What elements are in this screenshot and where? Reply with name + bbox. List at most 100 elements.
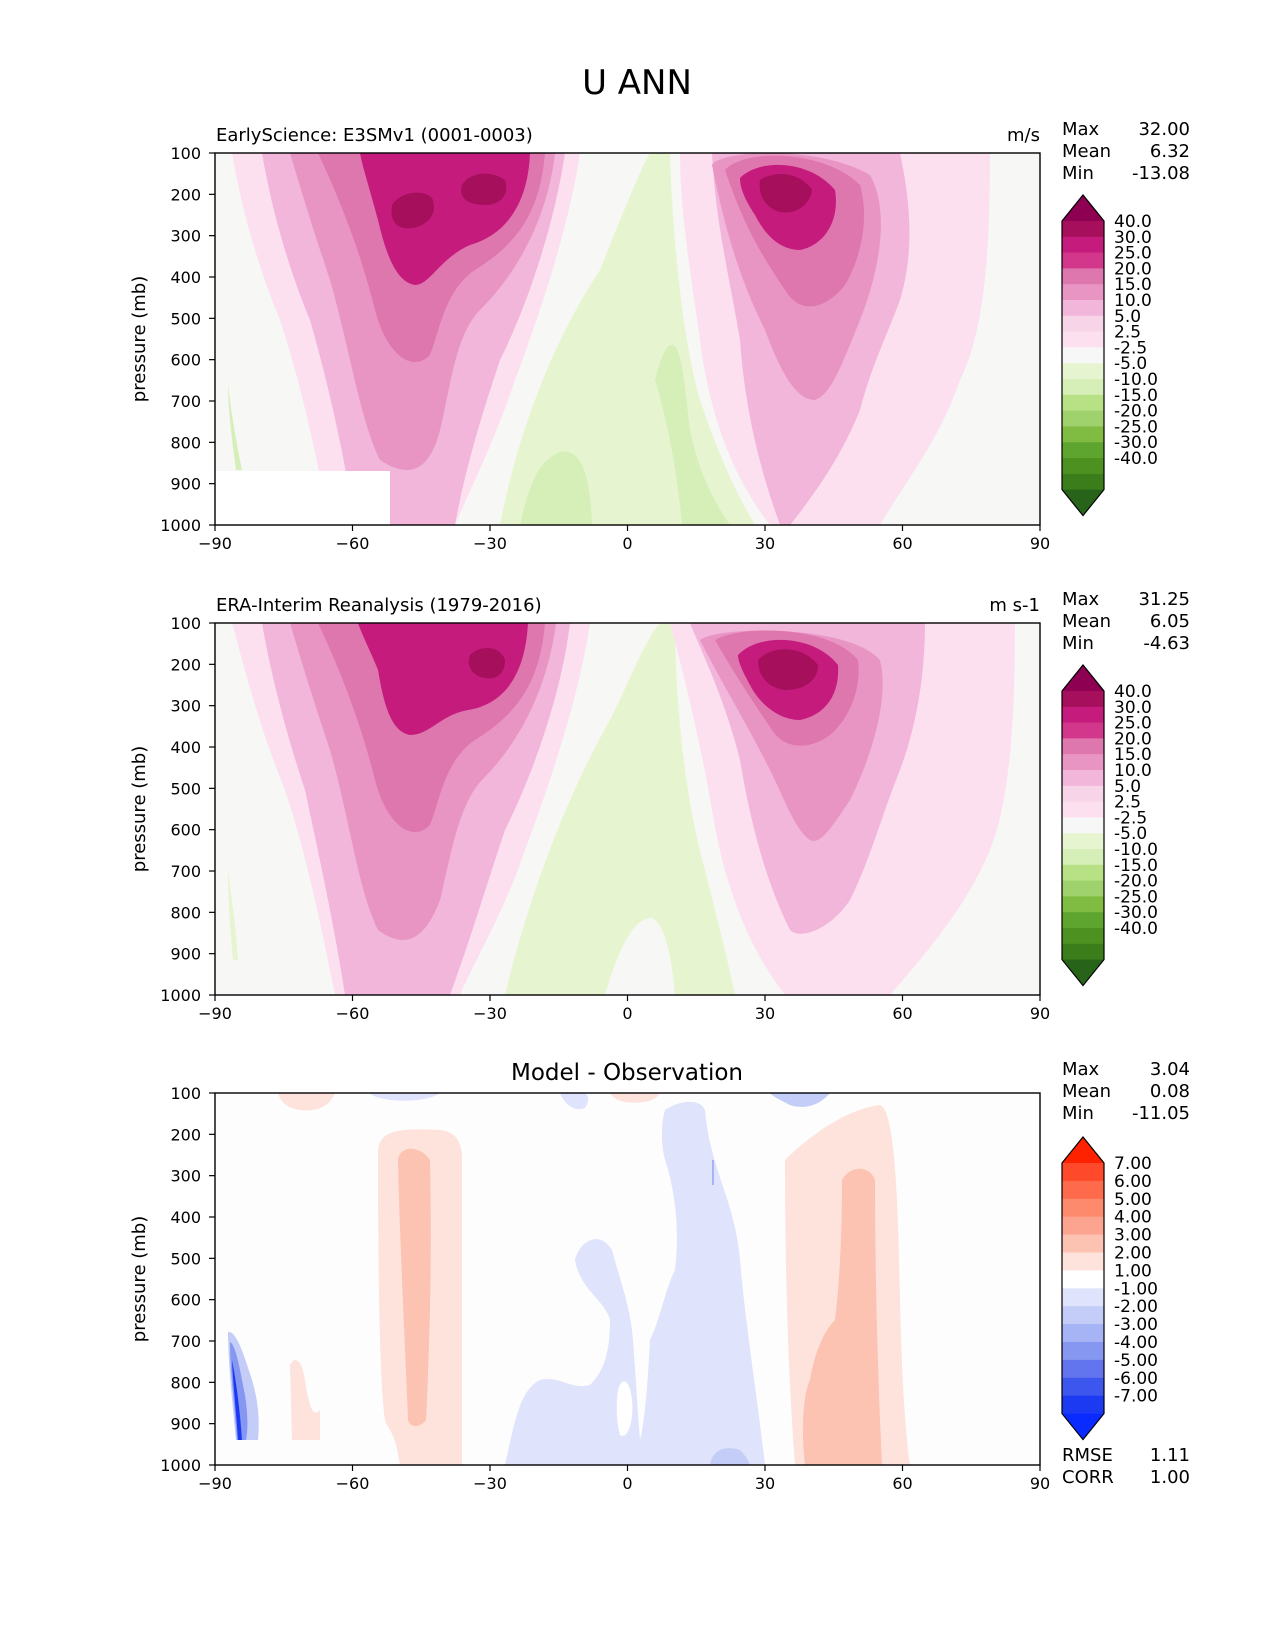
contour-north-30 <box>759 174 812 213</box>
stats-block: Max 32.00 Mean 6.32 Min -13.08 <box>1062 119 1190 184</box>
x-tick-label: −30 <box>473 534 507 553</box>
figure-title: U ANN <box>582 63 692 103</box>
y-tick-labels: 100 200 300 400 500 600 700 800 900 1000 <box>160 614 215 1005</box>
contour-south-30 <box>391 192 434 229</box>
contour-diff-neg2 <box>770 1093 830 1107</box>
colorbar-swatch <box>1062 833 1104 850</box>
contour-diff-pos1 <box>278 1093 335 1111</box>
contour-diff-neg1 <box>560 1093 589 1110</box>
colorbar-swatch <box>1062 426 1104 443</box>
panel-title-left: ERA-Interim Reanalysis (1979-2016) <box>216 595 542 616</box>
colorbar-label: 5.0 <box>1114 777 1141 797</box>
colorbar-swatch <box>1062 801 1104 818</box>
colorbar-swatch <box>1062 817 1104 834</box>
x-tick-label: 0 <box>622 534 632 553</box>
contour-neutral <box>605 918 675 995</box>
colorbar-label: 10.0 <box>1114 761 1152 781</box>
y-tick-label: 1000 <box>160 516 201 535</box>
colorbar-swatch <box>1062 300 1104 317</box>
colorbar-label: 2.5 <box>1114 793 1141 813</box>
contour-antarctic <box>228 384 242 470</box>
y-tick-label: 300 <box>170 697 201 716</box>
x-tick-label: 30 <box>755 534 775 553</box>
colorbar-swatch <box>1062 1234 1104 1253</box>
stat-label: Mean <box>1062 611 1111 632</box>
colorbar-swatch <box>1062 1198 1104 1218</box>
colorbar-swatch <box>1062 691 1104 708</box>
y-tick-label: 100 <box>170 614 201 633</box>
colorbar-label: 1.00 <box>1114 1261 1152 1281</box>
colorbar-label: -10.0 <box>1114 840 1158 860</box>
y-tick-label: 200 <box>170 655 201 674</box>
colorbar-extend-top <box>1062 665 1104 691</box>
y-tick-label: 1000 <box>160 1456 201 1475</box>
colorbar-label: -5.0 <box>1114 824 1147 844</box>
panel-observation: ERA-Interim Reanalysis (1979-2016) m s-1… <box>129 589 1190 1023</box>
colorbar-label: 20.0 <box>1114 729 1152 749</box>
stat-value: -4.63 <box>1143 633 1190 654</box>
colorbar-label: 40.0 <box>1114 682 1152 702</box>
colorbar-outline <box>1061 664 1105 987</box>
stat-value: -11.05 <box>1132 1103 1190 1124</box>
stat-value: 3.04 <box>1150 1059 1190 1080</box>
colorbar-label: -20.0 <box>1114 402 1158 422</box>
stat-value: 31.25 <box>1138 589 1190 610</box>
colorbar-label: -30.0 <box>1114 433 1158 453</box>
panel-model: EarlyScience: E3SMv1 (0001-0003) m/s pre… <box>129 119 1190 553</box>
contour-easterlies <box>500 153 755 525</box>
colorbar-swatch <box>1062 1324 1104 1343</box>
stat-value: 6.05 <box>1150 611 1190 632</box>
colorbar-swatch <box>1062 394 1104 412</box>
colorbar-label: -1.00 <box>1114 1279 1158 1299</box>
colorbar: 40.030.025.020.015.010.05.02.5-2.5-5.0-1… <box>1061 664 1158 987</box>
contour-diff-pos1 <box>290 1360 320 1440</box>
colorbar-label: 10.0 <box>1114 291 1152 311</box>
x-tick-label: 90 <box>1030 1474 1050 1493</box>
stat-label: Min <box>1062 163 1094 184</box>
x-tick-label: −60 <box>336 1474 370 1493</box>
colorbar-swatch <box>1062 849 1104 866</box>
masked-region <box>215 471 390 525</box>
colorbar-swatch <box>1062 864 1104 882</box>
y-tick-label: 700 <box>170 1332 201 1351</box>
colorbar-label: 2.00 <box>1114 1244 1152 1264</box>
colorbar-swatch <box>1062 252 1104 269</box>
colorbar-label: -6.00 <box>1114 1369 1158 1389</box>
colorbar-label: -25.0 <box>1114 887 1158 907</box>
contour-easterlies-inner <box>655 345 730 525</box>
contour-diff-neg-deep <box>232 1360 242 1440</box>
metric-label: CORR <box>1062 1467 1114 1488</box>
stat-label: Max <box>1062 589 1100 610</box>
contour-antarctic <box>228 870 238 960</box>
colorbar-label: -2.00 <box>1114 1297 1158 1317</box>
metric-value: 1.00 <box>1150 1467 1190 1488</box>
y-tick-label: 1000 <box>160 986 201 1005</box>
colorbar-swatch <box>1062 1163 1104 1182</box>
contour-easterlies <box>505 623 735 995</box>
y-tick-label: 100 <box>170 144 201 163</box>
colorbar-label: 7.00 <box>1114 1154 1152 1174</box>
colorbar-label: -5.0 <box>1114 354 1147 374</box>
y-tick-label: 200 <box>170 1125 201 1144</box>
colorbar-label: -7.00 <box>1114 1387 1158 1407</box>
colorbar-label: 30.0 <box>1114 698 1152 718</box>
y-tick-label: 900 <box>170 475 201 494</box>
panel-title-left: EarlyScience: E3SMv1 (0001-0003) <box>216 125 533 146</box>
colorbar-swatch <box>1062 896 1104 913</box>
colorbar-label: 2.5 <box>1114 323 1141 343</box>
metric-label: RMSE <box>1062 1445 1113 1466</box>
y-tick-label: 700 <box>170 862 201 881</box>
colorbar-swatch <box>1062 706 1104 724</box>
x-tick-label: −30 <box>473 1004 507 1023</box>
contour-diff-pos1 <box>610 1093 660 1103</box>
colorbar-label: 6.00 <box>1114 1172 1152 1192</box>
x-tick-labels: −90 −60 −30 0 30 60 90 <box>198 1465 1050 1493</box>
x-tick-label: −90 <box>198 1474 232 1493</box>
colorbar-swatch <box>1062 347 1104 364</box>
colorbar-swatch <box>1062 1216 1104 1236</box>
stat-label: Min <box>1062 1103 1094 1124</box>
stat-label: Max <box>1062 1059 1100 1080</box>
colorbar-swatch <box>1062 1395 1104 1415</box>
colorbar-swatch <box>1062 410 1104 427</box>
